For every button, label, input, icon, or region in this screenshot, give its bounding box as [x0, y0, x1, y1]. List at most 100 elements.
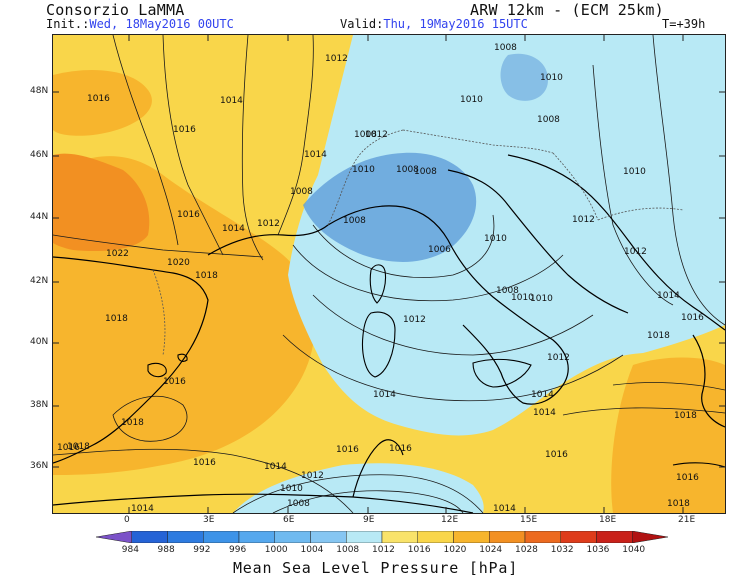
isobar-1012-low-south [272, 490, 464, 513]
isobar-1010-east [592, 64, 674, 306]
isobar-label: 1016 [389, 444, 412, 454]
brand-title: Consorzio LaMMA [46, 1, 185, 19]
colorbar-level-label: 996 [229, 545, 247, 555]
colorbar-level-label: 1040 [622, 545, 646, 555]
isobar-label: 1014 [220, 96, 243, 106]
isobar-label-text: 1008 [414, 167, 437, 177]
isobar-label-text: 1008 [396, 165, 419, 175]
isobar-label: 1014 [304, 150, 327, 160]
isobar-label: 1016 [177, 210, 200, 220]
isobar-label-text: 1016 [57, 443, 80, 453]
isobar-label: 1016 [173, 125, 196, 135]
coast-north-africa [53, 493, 474, 513]
longitude-label: 21E [678, 515, 696, 525]
isobar-label: 1018 [105, 314, 128, 324]
colorbar-level-label: 988 [157, 545, 175, 555]
isobar-label-text: 1010 [540, 73, 563, 83]
isobar-label: 1008 [537, 115, 560, 125]
isobar-label: 1010 [511, 293, 534, 303]
colorbar-segment [131, 531, 168, 543]
colorbar-level-label: 984 [121, 545, 139, 555]
colorbar-level-label: 1024 [479, 545, 503, 555]
border-alps [402, 129, 554, 154]
isobar-label: 1012 [365, 130, 388, 140]
isobar-1014-east [652, 35, 725, 326]
isobar-label-text: 1008 [343, 216, 366, 226]
isobar-label: 1018 [647, 331, 670, 341]
colorbar-segment [238, 531, 275, 543]
sicily [472, 358, 532, 388]
colorbar-segment [381, 531, 418, 543]
isobar-label: 1014 [493, 504, 516, 513]
isobar-label: 1016 [681, 313, 704, 323]
colorbar-segment [489, 531, 526, 543]
border-balkans-1 [552, 152, 599, 221]
coast-greece [692, 334, 725, 428]
colorbar-level-label: 1004 [300, 545, 324, 555]
field-1020-1024-se [611, 357, 725, 513]
isobar-label-text: 1020 [167, 258, 190, 268]
isobar-label: 1016 [193, 458, 216, 468]
init-value: Wed, 18May2016 00UTC [89, 17, 234, 31]
isobar-label: 1018 [67, 442, 90, 452]
colorbar-segment [560, 531, 597, 543]
isobar-label: 1014 [657, 291, 680, 301]
isobar-label: 1006 [428, 245, 451, 255]
latitude-label: 38N [30, 400, 49, 410]
isobar-label: 1010 [460, 95, 483, 105]
colorbar-segment [632, 531, 668, 543]
sardinia [361, 311, 396, 378]
field-1008-1012 [303, 152, 477, 262]
isobar-label-text: 1008 [494, 43, 517, 53]
isobar-label: 1008 [494, 43, 517, 53]
valid-value: Thu, 19May2016 15UTC [383, 17, 528, 31]
colorbar-segment [203, 531, 240, 543]
field-1024-1028 [53, 153, 150, 252]
isobar-label: 1014 [264, 462, 287, 472]
latitude-label: 42N [30, 276, 49, 286]
isobar-label-text: 1010 [280, 484, 303, 494]
colorbar [96, 531, 668, 543]
isobar-label-text: 1018 [674, 411, 697, 421]
colorbar-level-label: 1028 [515, 545, 538, 555]
longitude-label: 6E [283, 515, 295, 525]
isobar-label-text: 1016 [193, 458, 216, 468]
colorbar-segment [167, 531, 204, 543]
graticule-ticks [53, 35, 725, 513]
longitude-label: 3E [203, 515, 215, 525]
isobar-label-text: 1008 [354, 130, 377, 140]
latitude-label: 48N [30, 86, 49, 96]
field-1008-1012-north [500, 53, 548, 101]
latitude-label: 36N [30, 461, 49, 471]
isobar-label-text: 1016 [177, 210, 200, 220]
isobar-1008-core [312, 214, 495, 278]
isobar-label-text: 1018 [647, 331, 670, 341]
valid-line: Valid:Thu, 19May2016 15UTC [340, 17, 528, 31]
balearics-2 [177, 353, 188, 362]
isobar-1012-south [312, 294, 594, 356]
borders [152, 129, 684, 356]
isobar-label: 1010 [540, 73, 563, 83]
isobar-label-text: 1012 [257, 219, 280, 229]
coast-iberia [53, 256, 209, 464]
isobar-label: 1014 [131, 504, 154, 513]
isobar-label-text: 1014 [220, 96, 243, 106]
field-1012-1016 [288, 35, 725, 436]
isobar-1018-west [112, 35, 179, 246]
coast-balkans [507, 154, 725, 331]
isobar-label: 1020 [167, 258, 190, 268]
isobar-label-text: 1016 [336, 445, 359, 455]
colorbar-level-label: 1032 [550, 545, 574, 555]
isobar-label: 1012 [325, 54, 348, 64]
isobar-label-text: 1010 [484, 234, 507, 244]
balearics [147, 362, 167, 378]
isobar-label: 1012 [624, 247, 647, 257]
model-title: ARW 12km - (ECM 25km) [470, 1, 664, 19]
isobar-label: 1014 [373, 390, 396, 400]
isobar-label: 1008 [343, 216, 366, 226]
colorbar-segment [453, 531, 490, 543]
latitude-label: 46N [30, 150, 49, 160]
isobar-label-text: 1012 [301, 471, 324, 481]
